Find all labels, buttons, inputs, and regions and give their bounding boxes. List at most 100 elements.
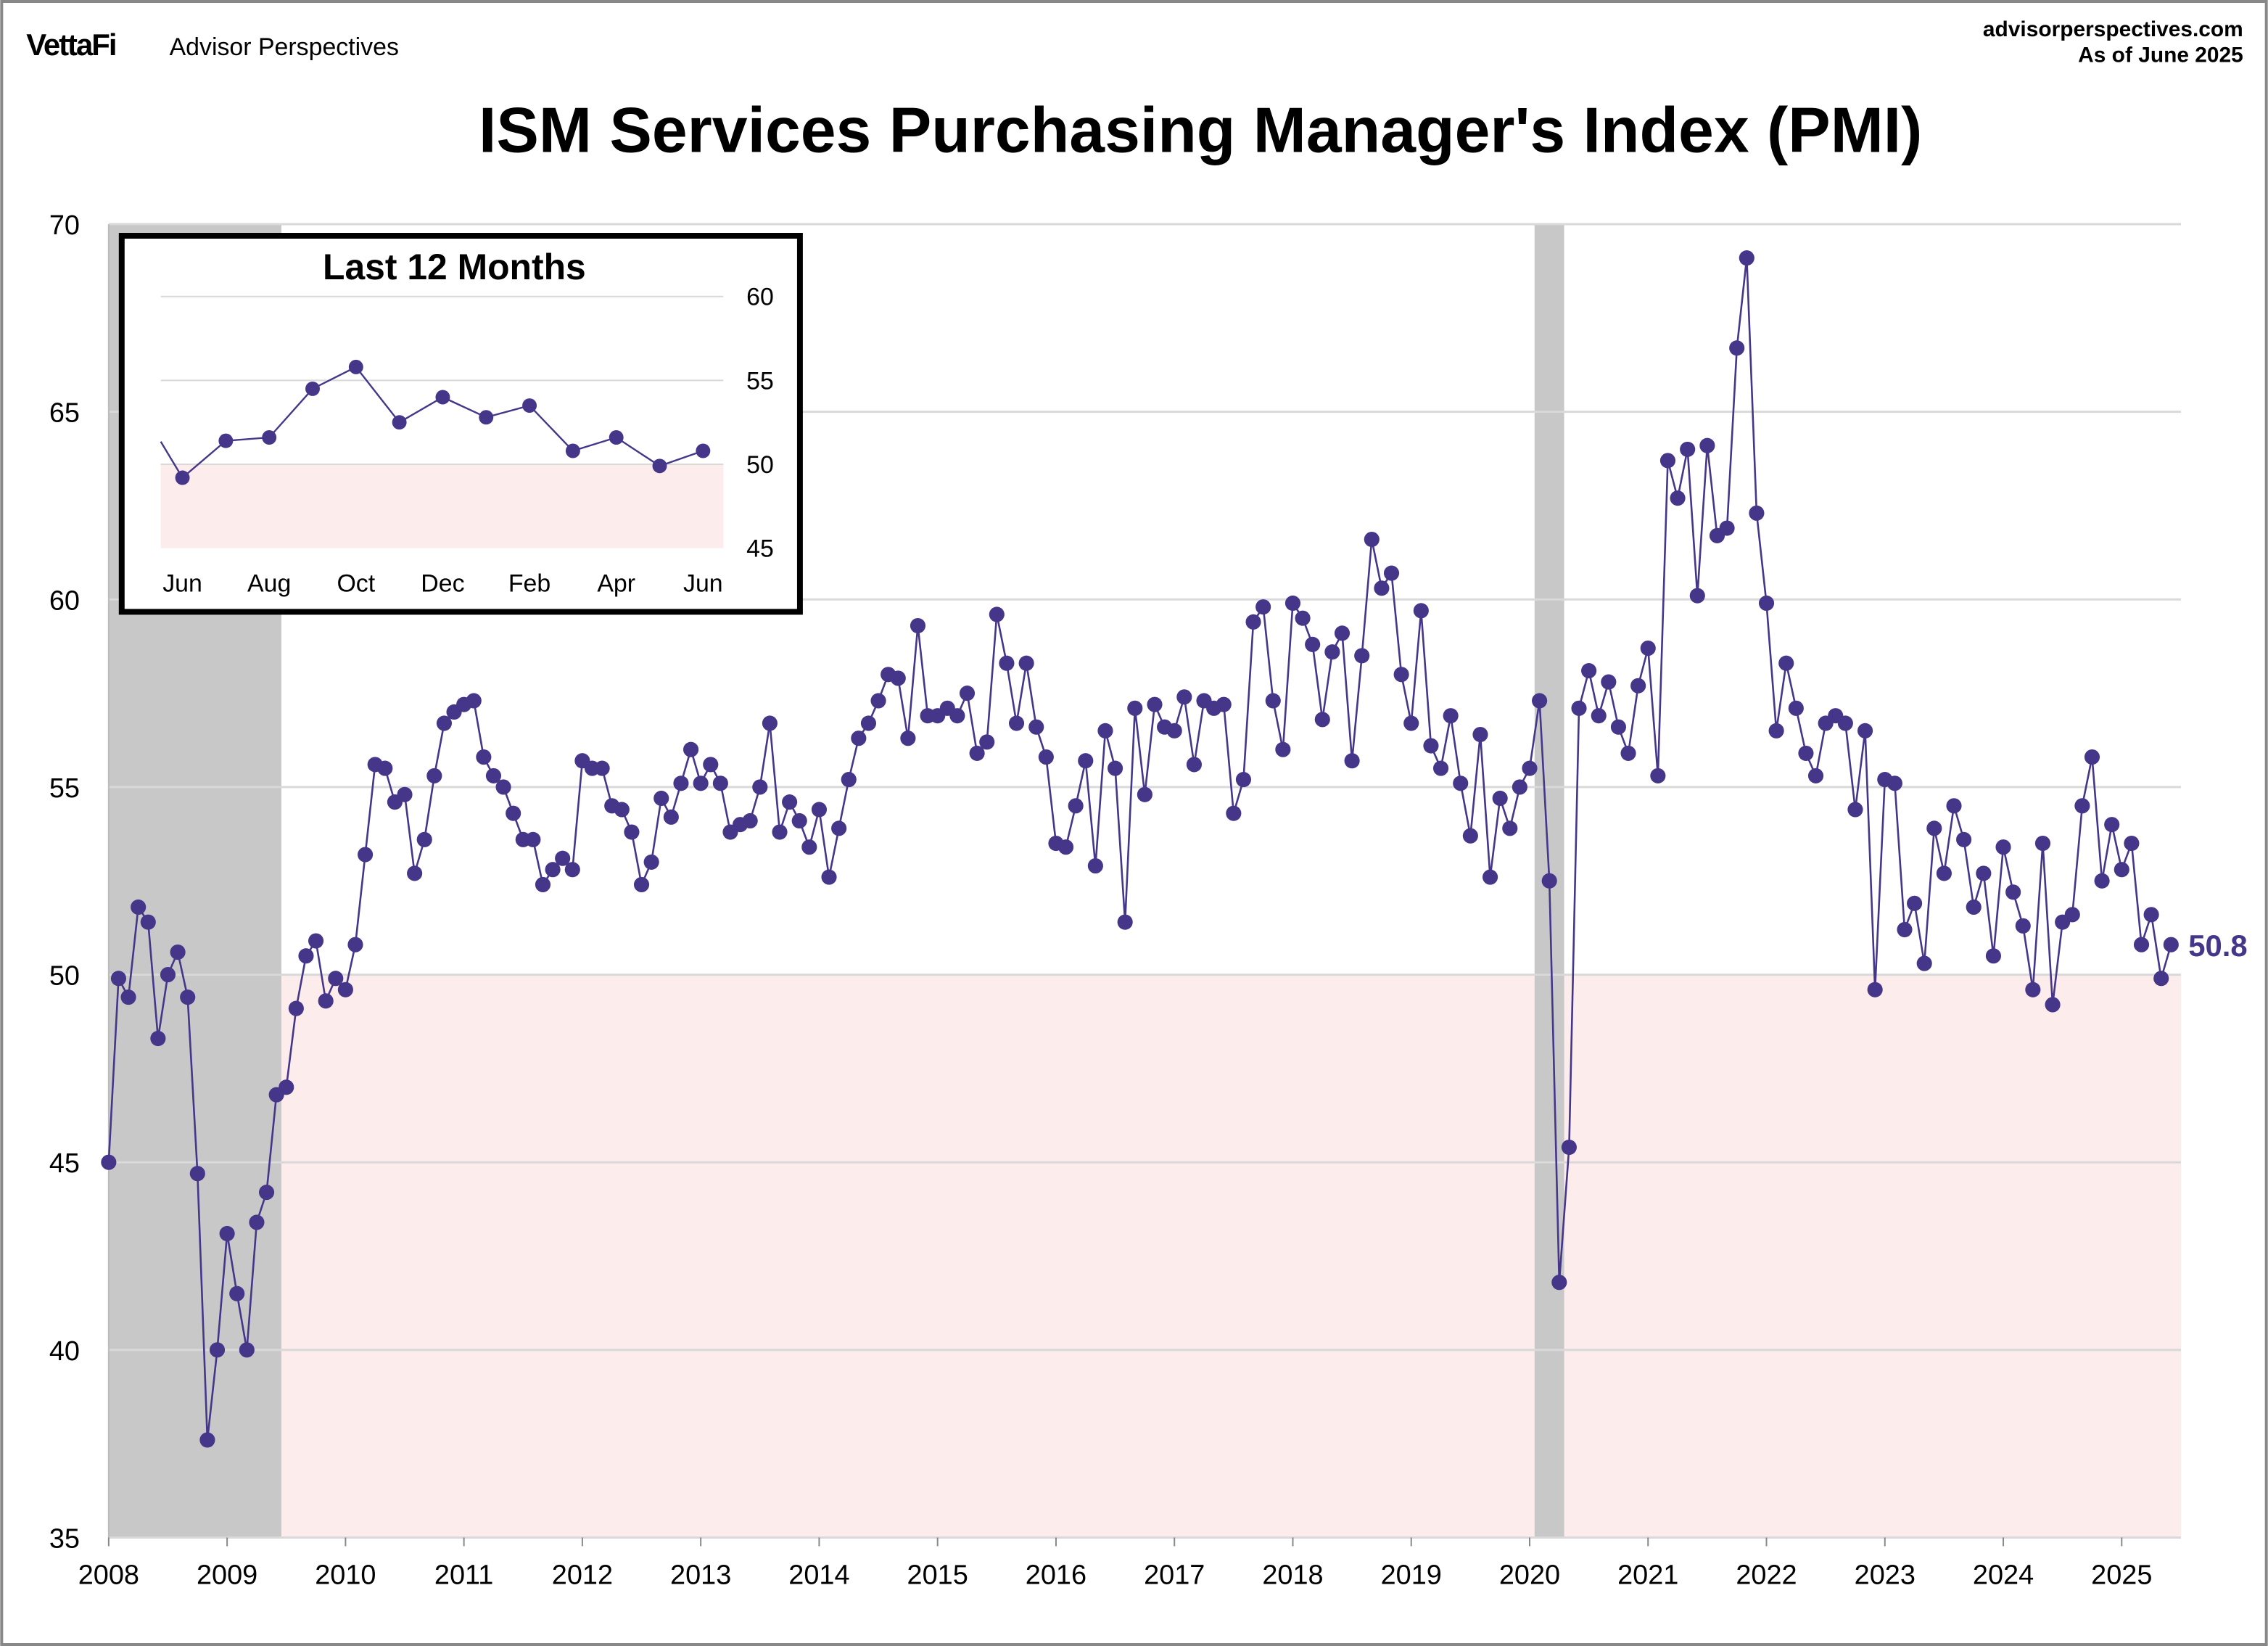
data-point xyxy=(1670,490,1686,506)
data-point xyxy=(476,749,492,765)
data-point xyxy=(1946,798,1962,814)
data-point xyxy=(1867,982,1883,997)
data-point xyxy=(1137,786,1152,802)
data-point xyxy=(1551,1275,1567,1291)
data-point xyxy=(1620,745,1636,761)
y-tick-label: 70 xyxy=(49,210,80,241)
data-point xyxy=(1630,678,1646,694)
data-point xyxy=(1078,753,1094,769)
data-point xyxy=(189,1166,205,1182)
inset-data-point xyxy=(479,410,494,425)
data-point xyxy=(258,1185,275,1201)
data-point xyxy=(2064,907,2080,923)
last-value-label: 50.8 xyxy=(2188,929,2247,963)
data-point xyxy=(2094,873,2110,889)
y-tick-label: 60 xyxy=(49,585,80,616)
data-point xyxy=(1008,715,1025,731)
data-point xyxy=(1956,831,1972,847)
data-point xyxy=(279,1079,294,1095)
inset-data-point xyxy=(348,359,363,374)
data-point xyxy=(1907,895,1923,911)
data-point xyxy=(742,812,758,829)
data-point xyxy=(555,850,571,866)
data-point xyxy=(1601,674,1617,690)
data-point xyxy=(1995,839,2011,855)
data-point xyxy=(1284,595,1301,612)
inset-line xyxy=(160,366,704,480)
data-point xyxy=(1393,667,1409,683)
y-tick-label: 65 xyxy=(49,398,80,429)
data-point xyxy=(199,1432,215,1448)
x-tick-label: 2014 xyxy=(788,1560,849,1590)
data-point xyxy=(1354,648,1370,664)
data-point xyxy=(1936,865,1952,881)
data-point xyxy=(2133,937,2150,952)
data-point xyxy=(1423,738,1439,754)
inset-y-tick-label: 60 xyxy=(746,284,774,311)
data-point xyxy=(1680,441,1696,457)
data-point xyxy=(1305,636,1321,652)
x-tick-label: 2015 xyxy=(907,1560,968,1590)
data-point xyxy=(2114,862,2129,878)
data-point xyxy=(2163,937,2179,952)
data-point xyxy=(1886,775,1902,791)
data-point xyxy=(1255,599,1271,615)
data-point xyxy=(673,775,689,791)
data-point xyxy=(2045,997,2061,1013)
data-point xyxy=(1147,696,1163,712)
data-point xyxy=(890,670,906,686)
data-point xyxy=(782,794,798,810)
data-point xyxy=(1561,1139,1577,1156)
inset-data-point xyxy=(609,430,624,445)
data-point xyxy=(318,993,334,1009)
brand-name: Advisor Perspectives xyxy=(170,33,399,61)
as-of-date: As of June 2025 xyxy=(2078,44,2243,67)
inset-x-tick-label: Jun xyxy=(162,569,202,597)
data-point xyxy=(308,933,324,949)
data-point xyxy=(288,1000,304,1016)
data-point xyxy=(1719,520,1735,536)
site-url: advisorperspectives.com xyxy=(1983,17,2243,41)
data-point xyxy=(436,715,453,731)
data-point xyxy=(140,914,156,930)
data-point xyxy=(1057,839,1074,855)
data-point xyxy=(347,937,363,952)
data-point xyxy=(870,693,886,709)
chart-title: ISM Services Purchasing Manager's Index … xyxy=(479,94,1922,165)
data-point xyxy=(131,899,147,915)
data-point xyxy=(1403,715,1419,731)
data-point xyxy=(683,741,699,757)
data-point xyxy=(1758,595,1775,612)
data-point xyxy=(358,847,374,863)
data-point xyxy=(1512,779,1527,795)
data-point xyxy=(1749,505,1765,521)
data-point xyxy=(1295,610,1311,626)
data-point xyxy=(1729,340,1745,356)
data-point xyxy=(1432,760,1449,776)
data-point xyxy=(1364,531,1380,548)
data-point xyxy=(1689,588,1705,604)
data-point xyxy=(594,760,610,776)
data-point xyxy=(426,768,442,783)
data-point xyxy=(506,805,521,821)
inset-x-tick-label: Oct xyxy=(337,569,375,597)
data-point xyxy=(2084,749,2100,765)
y-tick-label: 45 xyxy=(49,1148,80,1179)
data-point xyxy=(2025,982,2041,997)
data-point xyxy=(219,1225,235,1242)
data-point xyxy=(1344,753,1360,769)
inset-x-tick-label: Aug xyxy=(247,569,291,597)
data-point xyxy=(110,971,127,987)
data-point xyxy=(2143,907,2159,923)
data-point xyxy=(1966,899,1982,915)
inset-data-point xyxy=(218,433,234,448)
data-point xyxy=(1226,805,1242,821)
y-tick-label: 50 xyxy=(49,961,80,992)
data-point xyxy=(1778,655,1794,671)
data-point xyxy=(298,948,314,964)
data-point xyxy=(1472,726,1488,743)
x-tick-label: 2023 xyxy=(1855,1560,1916,1590)
data-point xyxy=(1857,723,1873,738)
data-point xyxy=(1640,640,1656,657)
